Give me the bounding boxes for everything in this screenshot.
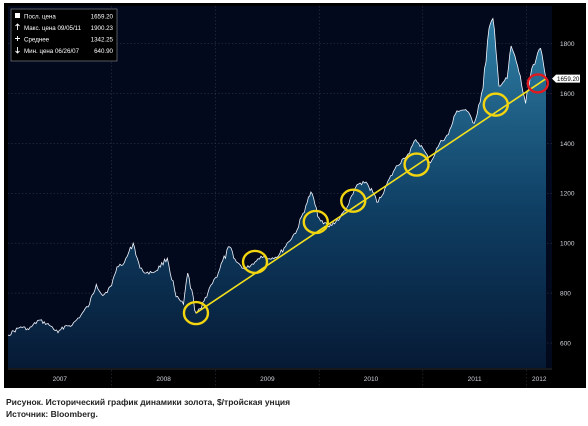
y-tick-label: 1000 — [560, 241, 575, 248]
highlight-circle — [182, 300, 210, 326]
price-area — [8, 18, 546, 368]
x-axis: 2007 2008 2009 2010 2011 2012 — [8, 368, 552, 383]
y-tick-label: 1400 — [560, 141, 575, 148]
chart-canvas: 2007 2008 2009 2010 2011 2012 600 800 1000 1200 1… — [7, 6, 580, 388]
last-price-label: 1659.20 — [557, 76, 580, 83]
down-arrow-icon — [15, 47, 20, 54]
legend-label: Макс. цена 09/05/11 — [24, 25, 82, 32]
y-tick-label: 1600 — [560, 91, 575, 98]
plus-icon — [15, 36, 20, 41]
figure-source: Источник: Bloomberg. — [6, 409, 98, 419]
y-tick-label: 800 — [560, 291, 571, 298]
legend-label: Мин. цена 06/26/07 — [24, 48, 80, 55]
y-tick-label: 1200 — [560, 191, 575, 198]
legend-row-last: Посл. цена 1659.20 — [15, 13, 114, 21]
price-line — [7, 17, 547, 337]
trend-layer — [182, 73, 550, 326]
highlight-circle-red — [526, 73, 550, 94]
x-tick-label: 2010 — [364, 376, 379, 383]
price-area-layer — [7, 17, 547, 368]
y-tick-label: 1800 — [560, 41, 575, 48]
legend-row-average: Среднее 1342.25 — [15, 36, 114, 44]
figure-caption: Рисунок. Исторический график динамики зо… — [6, 397, 291, 407]
legend-frame — [10, 8, 118, 62]
x-tick-label: 2009 — [260, 376, 275, 383]
legend-value: 1900.23 — [91, 25, 114, 32]
legend-value: 640.90 — [94, 48, 113, 55]
highlight-circle — [403, 152, 430, 177]
legend-row-max: Макс. цена 09/05/11 1900.23 — [15, 23, 114, 32]
y-axis: 600 800 1000 1200 1400 1600 1800 1659.20 — [552, 41, 580, 348]
legend-label: Среднее — [24, 37, 50, 44]
legend-value: 1659.20 — [91, 14, 114, 21]
x-tick-label: 2007 — [53, 376, 68, 383]
gold-price-chart: 2007 2008 2009 2010 2011 2012 600 800 1000 1200 1… — [4, 3, 586, 388]
x-tick-label: 2012 — [532, 376, 547, 383]
last-price-tag — [552, 74, 580, 83]
highlight-circle — [482, 92, 509, 117]
x-tick-label: 2011 — [468, 376, 482, 383]
highlight-circle — [302, 209, 329, 235]
legend-row-min: Мин. цена 06/26/07 640.90 — [15, 47, 114, 55]
y-tick-label: 600 — [560, 341, 571, 348]
highlight-circle — [340, 188, 367, 213]
legend-label: Посл. цена — [24, 14, 56, 21]
x-tick-label: 2008 — [156, 376, 171, 383]
highlight-circle — [241, 249, 269, 275]
legend: Посл. цена 1659.20 Макс. цена 09/05/11 1… — [10, 8, 118, 62]
square-icon — [15, 13, 20, 18]
legend-value: 1342.25 — [91, 37, 114, 44]
up-arrow-icon — [15, 23, 20, 30]
grid — [8, 6, 552, 388]
